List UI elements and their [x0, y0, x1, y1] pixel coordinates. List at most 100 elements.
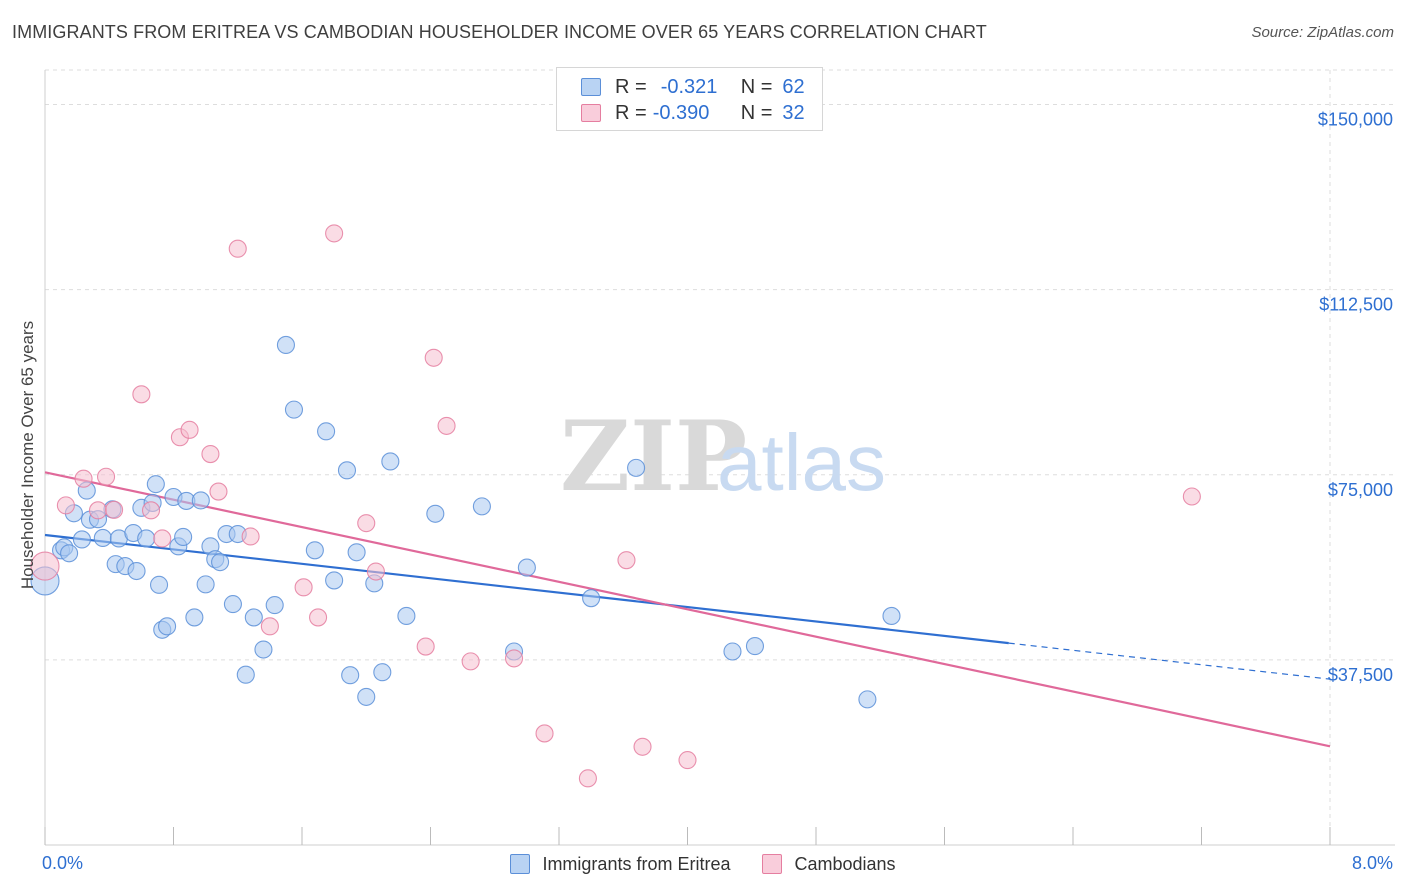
- data-point-cambodians: [366, 562, 385, 581]
- data-point-eritrea: [337, 461, 357, 480]
- data-point-eritrea: [191, 491, 210, 510]
- data-point-eritrea: [174, 527, 193, 547]
- data-point-eritrea: [196, 575, 215, 594]
- stats-legend-row-eritrea: R = -0.321 N = 62: [581, 75, 805, 99]
- data-point-eritrea: [127, 561, 146, 581]
- data-point-cambodians: [30, 551, 60, 581]
- data-point-eritrea: [254, 640, 273, 659]
- y-axis-label: Householder Income Over 65 years: [18, 320, 37, 590]
- data-point-eritrea: [93, 528, 112, 548]
- data-point-eritrea: [882, 606, 901, 626]
- axes: [44, 70, 1395, 846]
- watermark: ZIP atlas: [560, 400, 886, 513]
- series-cambodians: [30, 224, 1201, 788]
- data-point-eritrea: [305, 541, 324, 560]
- x-tick-label-max: 8.0%: [1352, 853, 1393, 873]
- data-point-eritrea: [72, 530, 91, 549]
- watermark-atlas: atlas: [717, 418, 886, 507]
- r-value: -0.390: [652, 101, 710, 124]
- data-point-cambodians: [325, 224, 344, 243]
- data-point-eritrea: [373, 663, 392, 682]
- data-point-cambodians: [260, 617, 279, 636]
- data-point-cambodians: [180, 420, 199, 439]
- data-point-cambodians: [535, 724, 554, 743]
- r-label: R =: [615, 75, 647, 98]
- data-point-eritrea: [276, 335, 295, 355]
- data-point-eritrea: [472, 497, 491, 516]
- data-point-eritrea: [858, 690, 877, 709]
- data-point-cambodians: [357, 514, 376, 533]
- data-point-eritrea: [317, 422, 336, 441]
- watermark-zip: ZIP: [560, 400, 747, 513]
- data-point-eritrea: [745, 637, 765, 656]
- legend-item-cambodians: Cambodians: [762, 853, 896, 875]
- data-point-cambodians: [153, 529, 172, 548]
- r-label: R =: [615, 101, 647, 124]
- source-credit: Source: ZipAtlas.com: [1251, 24, 1394, 41]
- data-point-cambodians: [617, 551, 636, 570]
- data-point-eritrea: [244, 608, 263, 627]
- data-point-eritrea: [185, 608, 204, 627]
- data-point-eritrea: [223, 595, 242, 614]
- stats-legend: R = -0.321 N = 62 R = -0.390 N = 32: [556, 67, 823, 131]
- n-value: 32: [782, 101, 805, 124]
- data-point-eritrea: [146, 475, 165, 494]
- data-point-eritrea: [397, 606, 416, 626]
- data-point-eritrea: [325, 571, 344, 590]
- data-point-cambodians: [309, 608, 328, 627]
- data-point-eritrea: [347, 543, 366, 562]
- data-point-cambodians: [504, 649, 524, 668]
- data-point-cambodians: [1182, 487, 1201, 506]
- series-eritrea: [30, 335, 901, 709]
- data-point-cambodians: [416, 637, 435, 656]
- data-point-cambodians: [105, 500, 124, 519]
- data-point-eritrea: [137, 529, 156, 548]
- data-point-cambodians: [74, 469, 93, 488]
- data-point-cambodians: [201, 444, 220, 464]
- chart-title: IMMIGRANTS FROM ERITREA VS CAMBODIAN HOU…: [12, 22, 987, 42]
- cambodians-legend-swatch: [762, 854, 783, 874]
- n-label: N =: [740, 75, 773, 98]
- data-point-cambodians: [132, 385, 151, 404]
- y-tick-label: $112,500: [1319, 295, 1393, 315]
- series-legend: Immigrants from Eritrea Cambodians: [0, 850, 1406, 878]
- trend-line-extension-eritrea: [1008, 642, 1331, 680]
- legend-label-cambodians: Cambodians: [794, 853, 896, 874]
- data-point-cambodians: [633, 737, 652, 756]
- y-tick-label: $75,000: [1328, 480, 1393, 500]
- data-point-eritrea: [60, 544, 79, 563]
- data-points: [30, 224, 1201, 788]
- x-tick-label-min: 0.0%: [42, 853, 83, 873]
- y-tick-label: $37,500: [1328, 665, 1393, 685]
- data-point-eritrea: [381, 452, 400, 471]
- y-tick-label: $150,000: [1318, 110, 1393, 130]
- data-point-eritrea: [426, 504, 445, 523]
- trend-line-cambodians: [44, 471, 1331, 748]
- data-point-cambodians: [88, 501, 108, 520]
- data-point-cambodians: [294, 578, 313, 597]
- cambodians-swatch: [581, 104, 601, 122]
- data-point-eritrea: [149, 575, 169, 594]
- data-point-eritrea: [341, 666, 360, 685]
- legend-item-eritrea: Immigrants from Eritrea: [510, 854, 730, 875]
- data-point-eritrea: [723, 642, 742, 661]
- data-point-eritrea: [517, 558, 536, 577]
- trend-line-eritrea: [44, 533, 1009, 645]
- data-point-cambodians: [141, 501, 161, 520]
- data-point-eritrea: [236, 665, 255, 684]
- data-point-eritrea: [357, 687, 376, 706]
- data-point-cambodians: [56, 496, 75, 515]
- tick-labels: $37,500 $75,000 $112,500 $150,000 0.0% 8.0%: [42, 110, 1393, 873]
- data-point-cambodians: [424, 348, 443, 367]
- stats-legend-row-cambodians: R = -0.390 N = 32: [581, 101, 805, 125]
- data-point-cambodians: [241, 527, 260, 546]
- n-value: 62: [782, 75, 805, 98]
- data-point-eritrea: [158, 617, 177, 636]
- r-value: -0.321: [660, 75, 718, 98]
- legend-label-eritrea: Immigrants from Eritrea: [542, 853, 731, 874]
- data-point-cambodians: [96, 467, 116, 486]
- data-point-eritrea: [211, 553, 230, 572]
- data-point-cambodians: [578, 769, 597, 788]
- data-point-cambodians: [209, 482, 228, 501]
